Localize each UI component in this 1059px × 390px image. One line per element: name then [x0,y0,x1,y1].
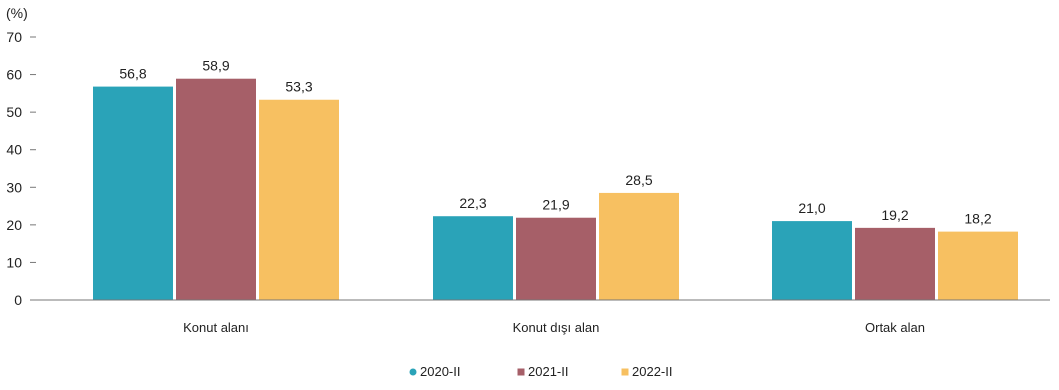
data-label: 21,9 [542,197,569,213]
bar-2020-II-0 [93,86,173,300]
legend-label: 2021-II [528,364,568,379]
data-label: 19,2 [881,207,908,223]
y-tick-label: 50 [6,104,22,120]
data-label: 22,3 [459,195,486,211]
legend: 2020-II 2021-II 2022-II [409,364,672,379]
bar-2021-II-2 [855,227,935,300]
bar-2020-II-1 [433,216,513,300]
bar-2021-II-1 [516,217,596,300]
bar-2022-II-1 [599,192,679,300]
y-axis-ticks: 0 10 20 30 40 50 60 70 [6,29,36,308]
data-label: 58,9 [202,58,229,74]
y-tick-label: 70 [6,29,22,45]
data-label: 56,8 [119,66,146,82]
legend-label: 2022-II [632,364,672,379]
legend-marker [621,368,629,376]
y-axis-unit: (%) [6,5,28,21]
bars-group [93,78,1018,300]
bar-2022-II-0 [259,99,339,300]
y-tick-label: 30 [6,179,22,195]
legend-label: 2020-II [420,364,460,379]
y-tick-label: 20 [6,217,22,233]
category-label: Konut dışı alan [513,320,600,335]
category-labels: Konut alanı Konut dışı alan Ortak alan [183,320,925,335]
y-tick-label: 60 [6,67,22,83]
data-label: 53,3 [285,79,312,95]
y-tick-label: 10 [6,254,22,270]
legend-marker [517,368,525,376]
bar-2022-II-2 [938,231,1018,300]
legend-marker [409,368,417,376]
data-label: 28,5 [625,172,652,188]
bar-2020-II-2 [772,221,852,300]
data-label: 18,2 [964,211,991,227]
category-label: Ortak alan [865,320,925,335]
data-label: 21,0 [798,200,825,216]
category-label: Konut alanı [183,320,249,335]
y-tick-label: 40 [6,142,22,158]
data-labels-group: 56,8 58,9 53,3 22,3 21,9 28,5 21,0 19,2 18,2 [119,58,991,227]
y-tick-label: 0 [14,292,22,308]
bar-2021-II-0 [176,78,256,300]
